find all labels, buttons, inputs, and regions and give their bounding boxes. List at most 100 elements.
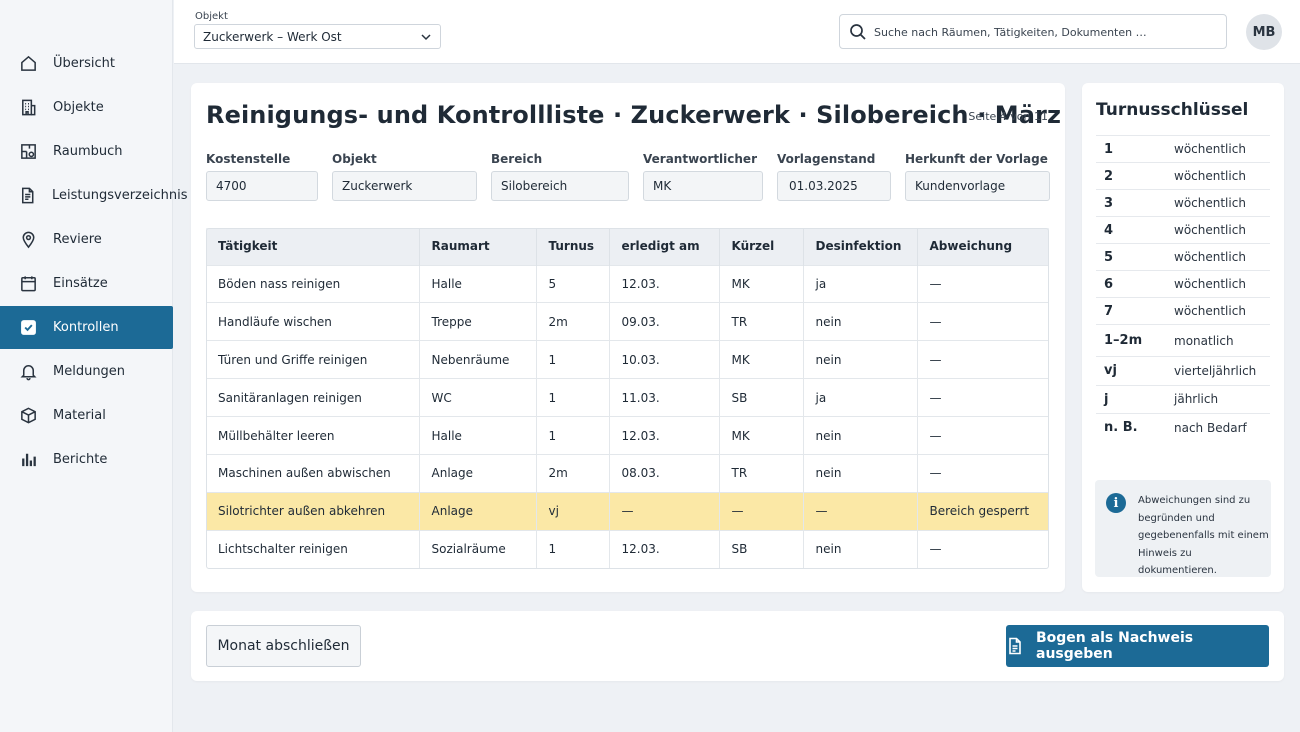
sidebar: Übersicht Objekte Raumbuch Leistungsverz… — [0, 0, 187, 732]
table-cell: nein — [803, 453, 918, 493]
table-cell: — — [917, 529, 1049, 569]
legend-title: Turnusschlüssel — [1096, 100, 1249, 120]
sidebar-item-meldungen[interactable]: Meldungen — [0, 350, 173, 393]
table-cell: MK — [719, 340, 804, 379]
map-pin-icon — [18, 230, 38, 250]
checkbox-icon — [18, 318, 38, 338]
sidebar-item-label: Kontrollen — [53, 320, 119, 335]
legend-value: wöchentlich — [1174, 196, 1246, 210]
sidebar-item-kontrollen[interactable]: Kontrollen — [0, 306, 173, 349]
sidebar-item-raumbuch[interactable]: Raumbuch — [0, 130, 173, 173]
chevron-down-icon — [421, 34, 431, 41]
sidebar-item-material[interactable]: Material — [0, 394, 173, 437]
search-box[interactable] — [839, 14, 1227, 49]
sidebar-item-objekte[interactable]: Objekte — [0, 86, 173, 129]
legend-key: 2 — [1104, 168, 1114, 184]
table-cell: nein — [803, 416, 918, 455]
sidebar-item-einsaetze[interactable]: Einsätze — [0, 262, 173, 305]
table-cell: 12.03. — [609, 416, 720, 455]
sidebar-item-reviere[interactable]: Reviere — [0, 218, 173, 261]
table-row[interactable]: Handläufe wischen Treppe 2m 09.03. TR ne… — [206, 302, 1049, 341]
table-cell: ja — [803, 378, 918, 417]
field-kostenstelle: Kostenstelle 4700 — [206, 152, 318, 201]
table-row-highlighted[interactable]: Silotrichter außen abkehren Anlage vj — … — [206, 491, 1049, 531]
legend-value: monatlich — [1174, 333, 1234, 348]
column-header[interactable]: Tätigkeit — [206, 228, 420, 265]
control-list-card: Reinigungs- und Kontrollliste · Zuckerwe… — [191, 83, 1065, 592]
table-cell: ja — [803, 264, 918, 303]
column-header[interactable]: erledigt am — [609, 228, 720, 265]
legend-row: 3 wöchentlich — [1096, 189, 1270, 216]
legend-key: 4 — [1104, 222, 1114, 238]
sidebar-item-uebersicht[interactable]: Übersicht — [0, 42, 173, 85]
objekt-field[interactable]: Zuckerwerk — [332, 171, 477, 201]
document-icon — [1006, 637, 1024, 655]
table-cell: — — [917, 264, 1049, 303]
table-cell: MK — [719, 264, 804, 303]
column-header[interactable]: Raumart — [419, 228, 537, 265]
legend-value: wöchentlich — [1174, 169, 1246, 183]
home-icon — [18, 54, 38, 74]
table-cell: Böden nass reinigen — [206, 264, 420, 303]
table-cell: Maschinen außen abwischen — [206, 453, 420, 493]
table-cell: 09.03. — [609, 302, 720, 341]
table-cell: Silotrichter außen abkehren — [206, 491, 420, 531]
table-cell: 08.03. — [609, 453, 720, 493]
legend-value: wöchentlich — [1174, 304, 1246, 318]
top-bar: Objekt Zuckerwerk – Werk Ost MB — [174, 0, 1300, 64]
search-input[interactable] — [874, 23, 1214, 41]
table-cell: — — [609, 491, 720, 531]
export-proof-label: Bogen als Nachweis ausgeben — [1036, 630, 1194, 662]
table-row[interactable]: Maschinen außen abwischen Anlage 2m 08.0… — [206, 453, 1049, 493]
building-icon — [18, 98, 38, 118]
sidebar-item-berichte[interactable]: Berichte — [0, 438, 173, 481]
table-cell: 12.03. — [609, 264, 720, 303]
table-row[interactable]: Türen und Griffe reinigen Nebenräume 1 1… — [206, 340, 1049, 379]
info-icon: i — [1106, 493, 1126, 513]
column-header[interactable]: Turnus — [536, 228, 610, 265]
verantwortlicher-field[interactable]: MK — [643, 171, 763, 201]
legend-value: jährlich — [1174, 392, 1219, 407]
table-cell: 2m — [536, 453, 610, 493]
legend-row: vj vierteljährlich — [1096, 356, 1270, 385]
table-row[interactable]: Sanitäranlagen reinigen WC 1 11.03. SB j… — [206, 378, 1049, 417]
calendar-icon — [18, 274, 38, 294]
table-cell: Treppe — [419, 302, 537, 341]
field-label: Vorlagenstand — [777, 152, 876, 166]
column-header[interactable]: Abweichung — [917, 228, 1049, 265]
table-cell: 1 — [536, 529, 610, 569]
sidebar-nav: Übersicht Objekte Raumbuch Leistungsverz… — [0, 42, 187, 482]
table-row[interactable]: Lichtschalter reinigen Sozialräume 1 12.… — [206, 529, 1049, 569]
kostenstelle-field[interactable]: 4700 — [206, 171, 318, 201]
sidebar-item-leistungsverzeichnis[interactable]: Leistungsverzeichnis — [0, 174, 187, 217]
table-cell: — — [917, 378, 1049, 417]
vorlagenstand-field[interactable]: 01.03.2025 — [777, 171, 891, 201]
object-select-value: Zuckerwerk – Werk Ost — [203, 30, 342, 44]
table-row[interactable]: Müllbehälter leeren Halle 1 12.03. MK ne… — [206, 416, 1049, 455]
close-month-button[interactable]: Monat abschließen — [206, 625, 361, 667]
object-select[interactable]: Zuckerwerk – Werk Ost — [194, 24, 441, 49]
legend-row: n. B. nach Bedarf — [1096, 413, 1270, 442]
legend-key: 3 — [1104, 195, 1114, 211]
legend-row: 1–2m monatlich — [1096, 324, 1270, 356]
table-cell: Halle — [419, 264, 537, 303]
table-cell: SB — [719, 529, 804, 569]
field-herkunft: Herkunft der Vorlage Kundenvorlage — [905, 152, 1050, 201]
table-cell: — — [719, 491, 804, 531]
bereich-field[interactable]: Silobereich — [491, 171, 629, 201]
avatar[interactable]: MB — [1246, 14, 1282, 50]
export-proof-button[interactable]: Bogen als Nachweis ausgeben — [1006, 625, 1269, 667]
field-label: Objekt — [332, 152, 377, 166]
table-row[interactable]: Böden nass reinigen Halle 5 12.03. MK ja… — [206, 264, 1049, 303]
column-header[interactable]: Desinfektion — [803, 228, 918, 265]
document-list-icon — [18, 186, 37, 206]
table-cell: 1 — [536, 416, 610, 455]
bell-icon — [18, 362, 38, 382]
column-header[interactable]: Kürzel — [719, 228, 804, 265]
field-verantwortlicher: Verantwortlicher MK — [643, 152, 763, 201]
table-cell: SB — [719, 378, 804, 417]
field-label: Bereich — [491, 152, 543, 166]
legend-row: 7 wöchentlich — [1096, 297, 1270, 324]
sidebar-item-label: Einsätze — [53, 276, 108, 291]
herkunft-field[interactable]: Kundenvorlage — [905, 171, 1050, 201]
